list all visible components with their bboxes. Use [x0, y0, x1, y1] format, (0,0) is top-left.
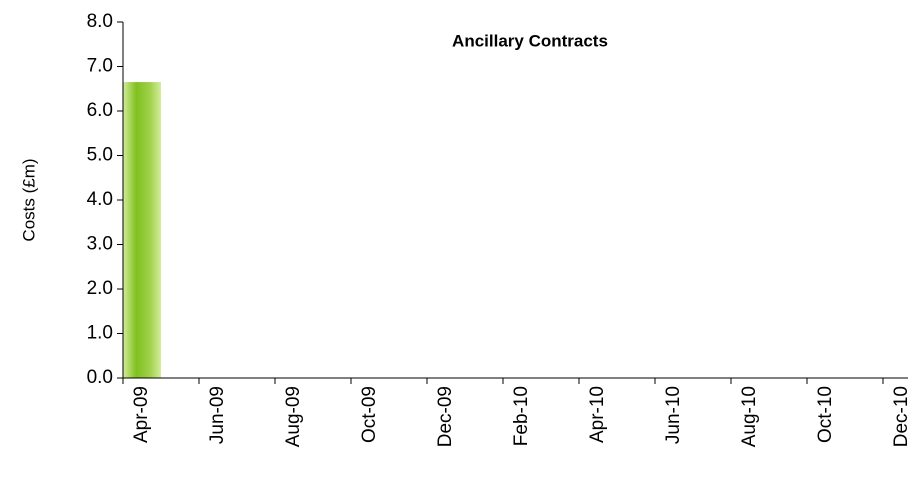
x-tick-label: Aug-09 — [283, 386, 304, 447]
y-tick-label: 8.0 — [87, 11, 113, 32]
y-tick-label: 5.0 — [87, 145, 113, 166]
x-tick-label: Dec-10 — [891, 386, 908, 447]
x-tick-label: Oct-09 — [359, 386, 380, 443]
y-tick-label: 1.0 — [87, 323, 113, 344]
x-tick-label: Dec-09 — [435, 386, 456, 447]
y-tick-label: 3.0 — [87, 234, 113, 255]
y-tick-label: 4.0 — [87, 189, 113, 210]
x-tick-label: Apr-10 — [587, 386, 608, 443]
bar — [123, 82, 161, 378]
y-tick-label: 7.0 — [87, 56, 113, 77]
chart-title: Ancillary Contracts — [452, 31, 608, 50]
x-tick-label: Jun-09 — [207, 386, 228, 444]
y-tick-label: 0.0 — [87, 367, 113, 388]
y-tick-label: 6.0 — [87, 100, 113, 121]
x-tick-label: Aug-10 — [739, 386, 760, 447]
y-tick-label: 2.0 — [87, 278, 113, 299]
x-tick-label: Jun-10 — [663, 386, 684, 444]
x-tick-label: Apr-09 — [131, 386, 152, 443]
x-tick-label: Oct-10 — [815, 386, 836, 443]
y-axis-label: Costs (£m) — [19, 158, 38, 241]
x-tick-label: Feb-10 — [511, 386, 532, 446]
